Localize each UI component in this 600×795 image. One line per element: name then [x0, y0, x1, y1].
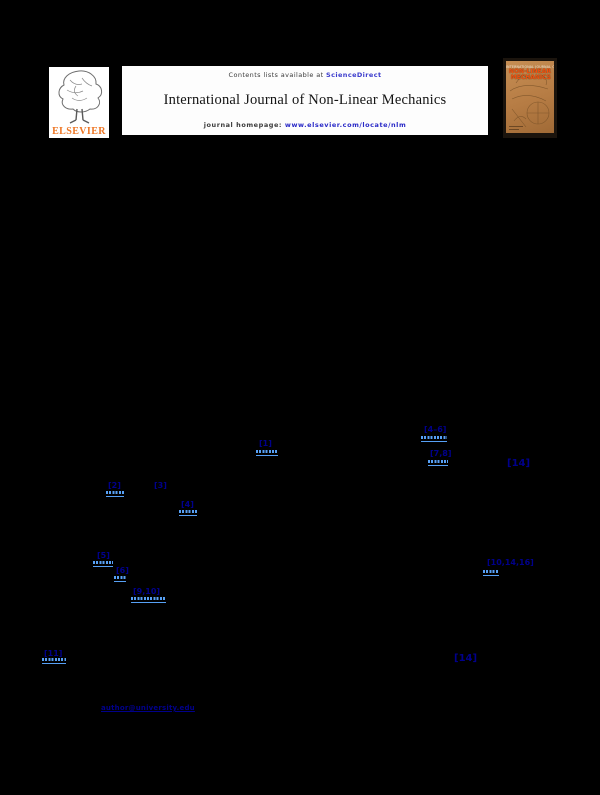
citation-underline[interactable] — [114, 576, 126, 582]
article-body — [0, 150, 600, 795]
cover-footer-text — [509, 128, 519, 130]
citation-underline[interactable] — [42, 658, 66, 664]
citation-link[interactable]: [5] — [97, 551, 110, 560]
citation-underline[interactable] — [483, 570, 499, 576]
citation-underline[interactable] — [106, 491, 124, 497]
cover-title-line2: MECHANICS — [510, 74, 551, 82]
journal-cover-art: INTERNATIONAL JOURNAL OF NON-LINEAR MECH… — [506, 61, 554, 133]
citation-underline[interactable] — [428, 460, 448, 466]
sciencedirect-link[interactable]: ScienceDirect — [326, 71, 382, 79]
cover-footer-text — [509, 125, 523, 127]
citation-link[interactable]: [9,10] — [133, 587, 161, 596]
citation-underline[interactable] — [421, 436, 447, 442]
citation-link[interactable]: [4] — [181, 500, 194, 509]
homepage-line: journal homepage: www.elsevier.com/locat… — [204, 121, 407, 129]
cover-sketch-art — [509, 74, 550, 128]
contents-prefix: Contents lists available at — [228, 71, 324, 79]
email-link[interactable]: author@university.edu — [101, 704, 195, 712]
cover-series-line: INTERNATIONAL JOURNAL OF — [506, 65, 554, 69]
homepage-url-link[interactable]: www.elsevier.com/locate/nlm — [284, 121, 407, 129]
journal-header-band: Contents lists available at ScienceDirec… — [122, 66, 488, 135]
citation-underline[interactable] — [256, 450, 278, 456]
journal-cover: INTERNATIONAL JOURNAL OF NON-LINEAR MECH… — [503, 58, 557, 138]
citation-link[interactable]: [7,8] — [430, 449, 452, 458]
journal-title: International Journal of Non-Linear Mech… — [163, 91, 447, 108]
contents-line: Contents lists available at ScienceDirec… — [229, 71, 382, 79]
citation-link[interactable]: [3] — [154, 481, 167, 490]
cover-title-line1: NON-LINEAR — [508, 68, 551, 75]
elsevier-wordmark: ELSEVIER — [52, 126, 106, 137]
citation-link[interactable]: [6] — [116, 566, 129, 575]
citation-link[interactable]: [10,14,16] — [487, 558, 534, 567]
elsevier-tree-icon — [58, 70, 103, 124]
citation-underline[interactable] — [131, 597, 166, 603]
citation-link[interactable]: [1] — [259, 439, 272, 448]
cover-title: NON-LINEAR MECHANICS — [506, 68, 553, 82]
citation-underline[interactable] — [179, 510, 197, 516]
citation-underline[interactable] — [93, 561, 113, 567]
citation-link[interactable]: [2] — [108, 481, 121, 490]
citation-link[interactable]: [11] — [44, 649, 63, 658]
citation-link[interactable]: [14] — [507, 458, 531, 469]
elsevier-logo: ELSEVIER — [49, 67, 109, 138]
citation-link[interactable]: [14] — [454, 653, 478, 664]
citation-link[interactable]: [4–6] — [424, 425, 447, 434]
homepage-prefix: journal homepage: — [203, 121, 283, 129]
